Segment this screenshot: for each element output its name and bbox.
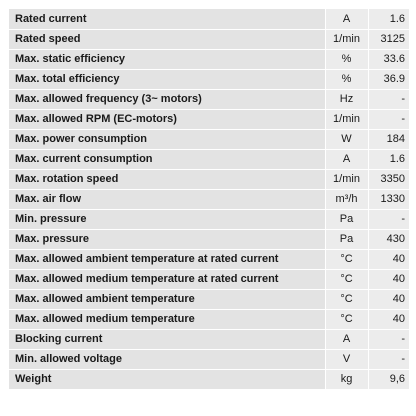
spec-name: Max. allowed RPM (EC-motors) [9,109,326,130]
spec-unit: Hz [325,89,369,110]
table-row: Max. allowed medium temperature at rated… [9,269,409,290]
table-row: Max. power consumption W 184 [9,129,409,150]
table-row: Weight kg 9,6 [9,369,409,390]
spec-unit: Pa [325,229,369,250]
table-row: Max. total efficiency % 36.9 [9,69,409,90]
spec-value: - [368,89,409,110]
spec-table: Rated current A 1.6 Rated speed 1/min 31… [9,9,409,390]
spec-name: Max. air flow [9,189,326,210]
spec-unit: V [325,349,369,370]
spec-name: Min. pressure [9,209,326,230]
spec-value: 3350 [368,169,409,190]
table-row: Rated current A 1.6 [9,9,409,30]
spec-value: 1.6 [368,149,409,170]
spec-unit: °C [325,249,369,270]
spec-name: Max. rotation speed [9,169,326,190]
spec-value: 9,6 [368,369,409,390]
spec-value: 33.6 [368,49,409,70]
spec-name: Max. allowed medium temperature [9,309,326,330]
spec-name: Max. total efficiency [9,69,326,90]
spec-value: 430 [368,229,409,250]
table-row: Min. allowed voltage V - [9,349,409,370]
spec-name: Max. allowed ambient temperature at rate… [9,249,326,270]
spec-unit: 1/min [325,169,369,190]
table-row: Max. static efficiency % 33.6 [9,49,409,70]
table-row: Max. allowed ambient temperature at rate… [9,249,409,270]
spec-name: Max. allowed medium temperature at rated… [9,269,326,290]
spec-value: 3125 [368,29,409,50]
spec-name: Weight [9,369,326,390]
spec-value: 40 [368,309,409,330]
spec-unit: °C [325,309,369,330]
spec-value: - [368,209,409,230]
spec-value: - [368,109,409,130]
spec-value: - [368,329,409,350]
spec-value: 36.9 [368,69,409,90]
spec-unit: Pa [325,209,369,230]
spec-table-body: Rated current A 1.6 Rated speed 1/min 31… [9,9,409,390]
spec-unit: °C [325,289,369,310]
spec-name: Max. allowed ambient temperature [9,289,326,310]
spec-unit: kg [325,369,369,390]
spec-unit: °C [325,269,369,290]
spec-unit: 1/min [325,109,369,130]
spec-value: 1330 [368,189,409,210]
table-row: Max. pressure Pa 430 [9,229,409,250]
table-row: Max. allowed medium temperature °C 40 [9,309,409,330]
spec-value: 184 [368,129,409,150]
table-row: Blocking current A - [9,329,409,350]
spec-unit: W [325,129,369,150]
spec-name: Rated speed [9,29,326,50]
table-row: Min. pressure Pa - [9,209,409,230]
spec-name: Min. allowed voltage [9,349,326,370]
table-row: Max. air flow m³/h 1330 [9,189,409,210]
spec-unit: % [325,49,369,70]
spec-name: Max. static efficiency [9,49,326,70]
spec-name: Rated current [9,9,326,30]
spec-value: 40 [368,249,409,270]
spec-unit: 1/min [325,29,369,50]
spec-unit: A [325,329,369,350]
spec-unit: % [325,69,369,90]
spec-name: Max. power consumption [9,129,326,150]
table-row: Rated speed 1/min 3125 [9,29,409,50]
spec-value: 40 [368,269,409,290]
spec-value: - [368,349,409,370]
spec-value: 40 [368,289,409,310]
table-row: Max. allowed RPM (EC-motors) 1/min - [9,109,409,130]
spec-name: Max. allowed frequency (3~ motors) [9,89,326,110]
spec-name: Max. pressure [9,229,326,250]
spec-unit: A [325,9,369,30]
table-row: Max. rotation speed 1/min 3350 [9,169,409,190]
table-row: Max. current consumption A 1.6 [9,149,409,170]
spec-name: Max. current consumption [9,149,326,170]
spec-name: Blocking current [9,329,326,350]
table-row: Max. allowed ambient temperature °C 40 [9,289,409,310]
spec-unit: m³/h [325,189,369,210]
table-row: Max. allowed frequency (3~ motors) Hz - [9,89,409,110]
spec-unit: A [325,149,369,170]
spec-value: 1.6 [368,9,409,30]
